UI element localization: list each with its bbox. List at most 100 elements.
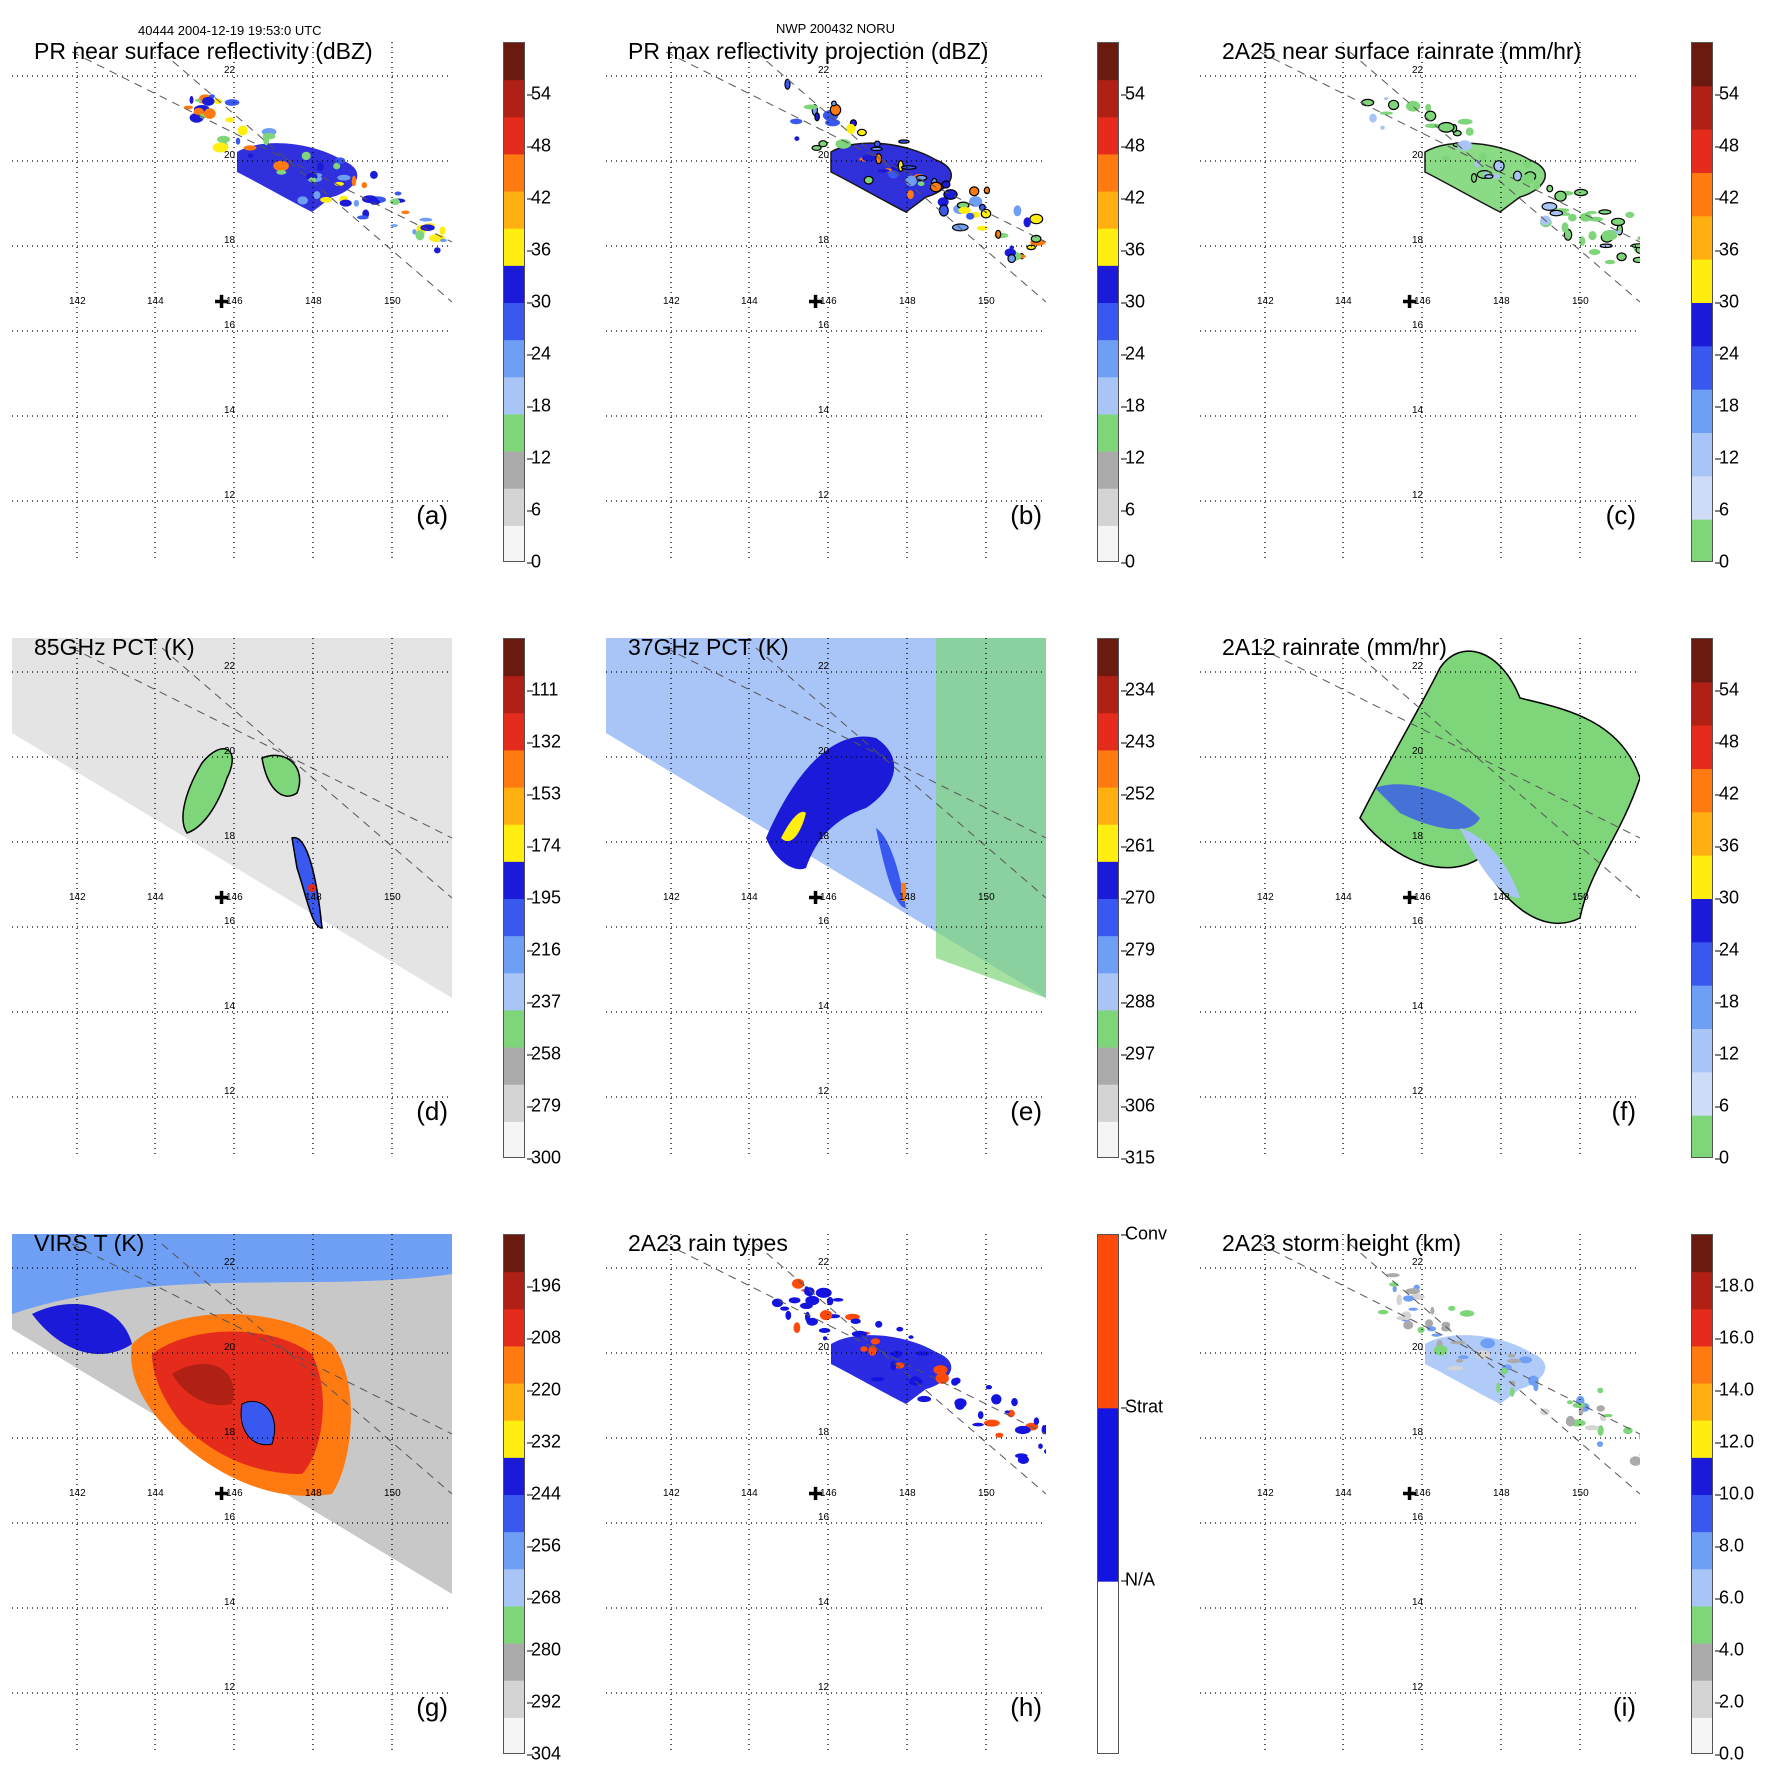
colorbar-segment — [1098, 43, 1118, 81]
panel-title: 2A25 near surface rainrate (mm/hr) — [1222, 38, 1582, 64]
longitude-label: 150 — [384, 892, 401, 903]
latitude-label: 16 — [224, 320, 236, 331]
longitude-label: 148 — [305, 892, 322, 903]
latitude-label: 14 — [1412, 1001, 1424, 1012]
colorbar-tick-label: 24 — [526, 343, 552, 364]
colorbar-segment — [1692, 259, 1712, 304]
colorbar-ticks: 18.0 16.0 14.0 12.0 10.0 8.0 6.0 4.0 2.0 0.0 — [1713, 1234, 1771, 1764]
longitude-label: 146 — [226, 296, 243, 307]
latitude-label: 18 — [1412, 1427, 1424, 1438]
colorbar-tick-label: 6 — [1714, 1095, 1730, 1116]
colorbar-tick-label: 288 — [1120, 991, 1156, 1012]
colorbar-segment — [1098, 676, 1118, 714]
panel-letter: (a) — [416, 500, 448, 530]
longitude-label: 150 — [1572, 892, 1589, 903]
colorbar-ticks: 234 243 252 261 270 279 288 297 306 315 — [1119, 638, 1189, 1168]
longitude-label: 148 — [899, 892, 916, 903]
colorbar-tick-label: 24 — [1714, 939, 1740, 960]
longitude-label: 150 — [978, 892, 995, 903]
colorbar — [1097, 1234, 1119, 1754]
colorbar-tick-label: 48 — [1120, 135, 1146, 156]
panel-letter: (d) — [416, 1096, 448, 1126]
map-area: 142144146148150152222018161412✚ — [12, 1234, 452, 1754]
storm-center-marker: ✚ — [808, 1484, 823, 1505]
colorbar-tick-label: 48 — [1714, 731, 1740, 752]
colorbar-tick-label: 54 — [1714, 679, 1740, 700]
latitude-label: 22 — [1412, 661, 1424, 672]
longitude-label: 142 — [69, 1488, 86, 1499]
latitude-label: 18 — [224, 235, 236, 246]
latitude-label: 18 — [1412, 831, 1424, 842]
colorbar-segment — [1098, 1010, 1118, 1049]
colorbar-tick-label: 16.0 — [1714, 1327, 1755, 1348]
colorbar-tick-label: Conv — [1120, 1223, 1168, 1244]
colorbar-tick-label: 6.0 — [1714, 1587, 1745, 1608]
colorbar-segment — [1692, 942, 1712, 987]
map-panel-e: 142144146148150152222018161412✚37GHz PCT… — [606, 634, 1155, 1168]
storm-center-marker: ✚ — [808, 888, 823, 909]
orbit-timestamp: 40444 2004-12-19 19:53:0 UTC — [138, 23, 322, 38]
colorbar-segment — [504, 899, 524, 937]
latitude-label: 16 — [224, 916, 236, 927]
longitude-label: 150 — [384, 1488, 401, 1499]
colorbar-tick-label: 234 — [1120, 679, 1156, 700]
latitude-label: 22 — [818, 661, 830, 672]
colorbar-tick-label: 36 — [1714, 835, 1740, 856]
map-panel-h: 142144146148150152222018161412✚2A23 rain… — [606, 1224, 1167, 1754]
latitude-label: 22 — [224, 1257, 236, 1268]
colorbar-tick-label: 268 — [526, 1587, 562, 1608]
colorbar-segment — [1692, 43, 1712, 87]
colorbar-segment — [1692, 985, 1712, 1030]
latitude-label: 20 — [818, 1342, 830, 1353]
latitude-label: 22 — [818, 1257, 830, 1268]
longitude-label: 146 — [820, 296, 837, 307]
colorbar-tick-label: 6 — [1714, 499, 1730, 520]
colorbar-segment — [1692, 899, 1712, 943]
colorbar-segment — [1098, 639, 1118, 677]
latitude-label: 12 — [224, 1086, 236, 1097]
colorbar-tick-label: 18.0 — [1714, 1275, 1755, 1296]
colorbar-segment — [504, 340, 524, 378]
longitude-label: 150 — [1572, 296, 1589, 307]
colorbar-segment — [1098, 117, 1118, 155]
storm-identifier: NWP 200432 NORU — [776, 21, 895, 36]
colorbar-segment — [504, 713, 524, 751]
latitude-label: 20 — [1412, 1342, 1424, 1353]
colorbar-segment — [504, 824, 524, 863]
colorbar-tick-label: 10.0 — [1714, 1483, 1755, 1504]
colorbar-segment — [1692, 725, 1712, 770]
storm-center-marker: ✚ — [1402, 888, 1417, 909]
colorbar — [1691, 638, 1713, 1158]
colorbar-segment — [1098, 936, 1118, 974]
map-panel-a: 142144146148150152222018161412✚PR near s… — [12, 38, 551, 572]
map-panel-b: 142144146148150152222018161412✚PR max re… — [606, 38, 1145, 572]
colorbar-segment — [504, 1010, 524, 1049]
colorbar-segment — [1692, 1115, 1712, 1157]
colorbar-tick-label: 279 — [526, 1095, 562, 1116]
latitude-label: 14 — [818, 405, 830, 416]
colorbar-segment — [1692, 346, 1712, 391]
colorbar-segment — [504, 1643, 524, 1682]
colorbar-segment — [1692, 1235, 1712, 1273]
colorbar-segment — [1692, 1569, 1712, 1607]
colorbar-segment — [504, 1383, 524, 1422]
longitude-label: 146 — [226, 892, 243, 903]
longitude-label: 144 — [147, 892, 164, 903]
latitude-label: 12 — [1412, 1682, 1424, 1693]
panel-title: 37GHz PCT (K) — [628, 634, 789, 660]
latitude-label: 22 — [1412, 1257, 1424, 1268]
colorbar-ticks: 111 132 153 174 195 216 237 258 279 300 — [525, 638, 595, 1168]
colorbar-segment — [1098, 973, 1118, 1011]
panel-letter: (c) — [1605, 500, 1636, 530]
panel-title: 2A23 storm height (km) — [1222, 1230, 1462, 1256]
latitude-label: 14 — [818, 1001, 830, 1012]
colorbar-segment — [504, 1309, 524, 1347]
colorbar-tick-label: 8.0 — [1714, 1535, 1745, 1556]
colorbar-segment — [504, 676, 524, 714]
colorbar-tick-label: 111 — [526, 679, 559, 700]
colorbar-segment — [504, 1457, 524, 1496]
colorbar-tick-label: 243 — [1120, 731, 1156, 752]
colorbar-segment — [1098, 488, 1118, 527]
storm-center-marker: ✚ — [214, 292, 229, 313]
colorbar-tick-label: 12 — [1714, 447, 1740, 468]
